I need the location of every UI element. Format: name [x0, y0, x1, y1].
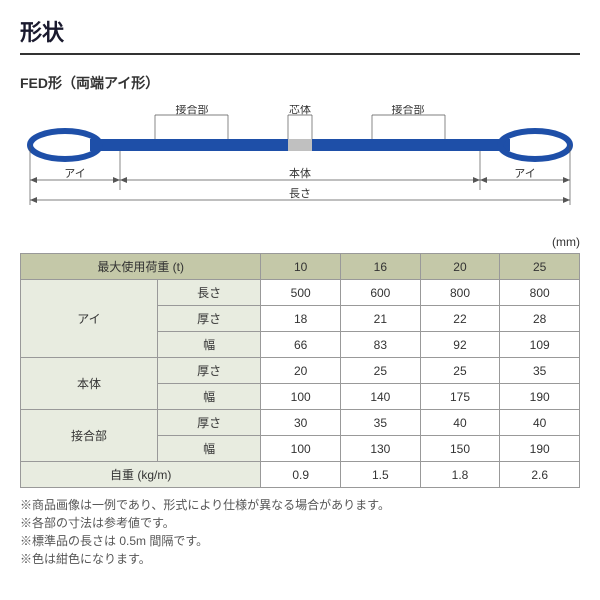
cell: 35 — [341, 410, 421, 436]
row-label: 幅 — [157, 436, 260, 462]
svg-text:長さ: 長さ — [289, 187, 311, 200]
svg-text:接合部: 接合部 — [176, 105, 209, 116]
row-label: 長さ — [157, 280, 260, 306]
col-val: 20 — [420, 254, 500, 280]
group-label: 接合部 — [21, 410, 158, 462]
row-label: 厚さ — [157, 306, 260, 332]
cell: 1.8 — [420, 462, 500, 488]
col-val: 10 — [261, 254, 341, 280]
cell: 175 — [420, 384, 500, 410]
svg-text:本体: 本体 — [289, 166, 311, 180]
svg-text:アイ: アイ — [64, 168, 85, 180]
cell: 0.9 — [261, 462, 341, 488]
cell: 28 — [500, 306, 580, 332]
unit-label: (mm) — [20, 235, 580, 249]
col-val: 25 — [500, 254, 580, 280]
svg-text:接合部: 接合部 — [392, 105, 425, 116]
note-line: ※色は紺色になります。 — [20, 550, 580, 568]
table-row: アイ長さ500600800800 — [21, 280, 580, 306]
row-label: 厚さ — [157, 358, 260, 384]
cell: 25 — [341, 358, 421, 384]
table-row: 接合部厚さ30354040 — [21, 410, 580, 436]
notes: ※商品画像は一例であり、形式により仕様が異なる場合があります。※各部の寸法は参考… — [20, 496, 580, 568]
col-load: 最大使用荷重 (t) — [21, 254, 261, 280]
cell: 100 — [261, 436, 341, 462]
cell: 190 — [500, 384, 580, 410]
cell: 25 — [420, 358, 500, 384]
cell: 83 — [341, 332, 421, 358]
spec-table: 最大使用荷重 (t)10162025 アイ長さ500600800800厚さ182… — [20, 253, 580, 488]
subtitle: FED形（両端アイ形） — [20, 73, 580, 93]
cell: 500 — [261, 280, 341, 306]
cell: 2.6 — [500, 462, 580, 488]
cell: 100 — [261, 384, 341, 410]
row-label: 厚さ — [157, 410, 260, 436]
title-rule — [20, 53, 580, 55]
group-label: アイ — [21, 280, 158, 358]
table-row: 自重 (kg/m)0.91.51.82.6 — [21, 462, 580, 488]
note-line: ※標準品の長さは 0.5m 間隔です。 — [20, 532, 580, 550]
cell: 40 — [420, 410, 500, 436]
weight-label: 自重 (kg/m) — [21, 462, 261, 488]
cell: 92 — [420, 332, 500, 358]
cell: 109 — [500, 332, 580, 358]
cell: 190 — [500, 436, 580, 462]
cell: 1.5 — [341, 462, 421, 488]
row-label: 幅 — [157, 332, 260, 358]
cell: 150 — [420, 436, 500, 462]
cell: 22 — [420, 306, 500, 332]
note-line: ※商品画像は一例であり、形式により仕様が異なる場合があります。 — [20, 496, 580, 514]
svg-text:芯体: 芯体 — [289, 105, 311, 116]
cell: 800 — [500, 280, 580, 306]
group-label: 本体 — [21, 358, 158, 410]
table-row: 本体厚さ20252535 — [21, 358, 580, 384]
cell: 18 — [261, 306, 341, 332]
col-val: 16 — [341, 254, 421, 280]
cell: 600 — [341, 280, 421, 306]
page-title: 形状 — [20, 15, 580, 47]
note-line: ※各部の寸法は参考値です。 — [20, 514, 580, 532]
cell: 140 — [341, 384, 421, 410]
cell: 66 — [261, 332, 341, 358]
cell: 20 — [261, 358, 341, 384]
sling-diagram: 接合部 芯体 接合部 アイ 本体 アイ 長さ — [20, 105, 580, 225]
cell: 30 — [261, 410, 341, 436]
cell: 35 — [500, 358, 580, 384]
row-label: 幅 — [157, 384, 260, 410]
cell: 800 — [420, 280, 500, 306]
cell: 40 — [500, 410, 580, 436]
cell: 130 — [341, 436, 421, 462]
svg-text:アイ: アイ — [514, 168, 535, 180]
cell: 21 — [341, 306, 421, 332]
